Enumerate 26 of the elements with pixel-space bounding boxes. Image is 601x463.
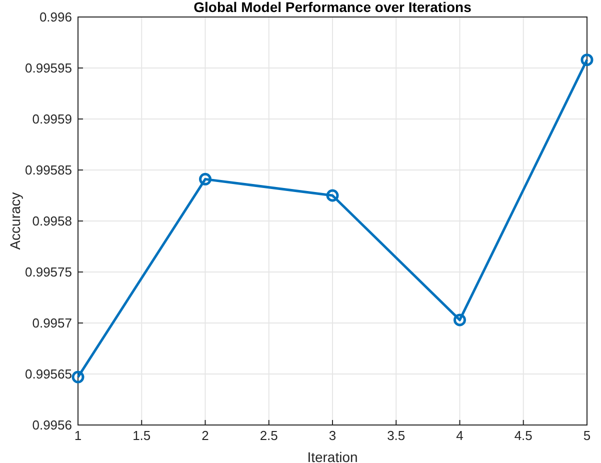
y-tick-label: 0.99575 bbox=[25, 264, 72, 280]
y-axis-title: Accuracy bbox=[7, 192, 23, 250]
y-tick-label: 0.9957 bbox=[32, 316, 72, 330]
point bbox=[199, 172, 212, 186]
y-tick-label: 0.9959 bbox=[32, 112, 72, 126]
x-tick-label: 2.5 bbox=[260, 428, 278, 443]
point bbox=[72, 370, 84, 384]
x-tick-label: 4.5 bbox=[514, 428, 532, 443]
y-tick-label: 0.9956 bbox=[32, 418, 72, 432]
y-tick-label: 0.9958 bbox=[32, 214, 72, 228]
point bbox=[454, 314, 466, 326]
x-tick-label: 3 bbox=[328, 428, 336, 443]
chart-title: Global Model Performance over Iterations bbox=[194, 0, 472, 15]
point bbox=[326, 189, 339, 202]
x-tick-label: 4 bbox=[456, 428, 464, 443]
x-tick-label: 1.5 bbox=[132, 428, 151, 443]
x-tick-label: 2 bbox=[202, 428, 209, 443]
y-tick-label: 0.99595 bbox=[25, 60, 72, 76]
y-tick-label: 0.996 bbox=[39, 10, 72, 24]
point bbox=[580, 54, 594, 66]
x-tick-label: 1 bbox=[74, 428, 82, 443]
y-tick-label: 0.99565 bbox=[25, 366, 72, 382]
y-tick-label: 0.99585 bbox=[25, 162, 72, 178]
x-axis-title: Iteration bbox=[307, 449, 358, 463]
x-tick-label: 5 bbox=[583, 428, 591, 443]
x-tick-label: 3.5 bbox=[387, 428, 406, 443]
